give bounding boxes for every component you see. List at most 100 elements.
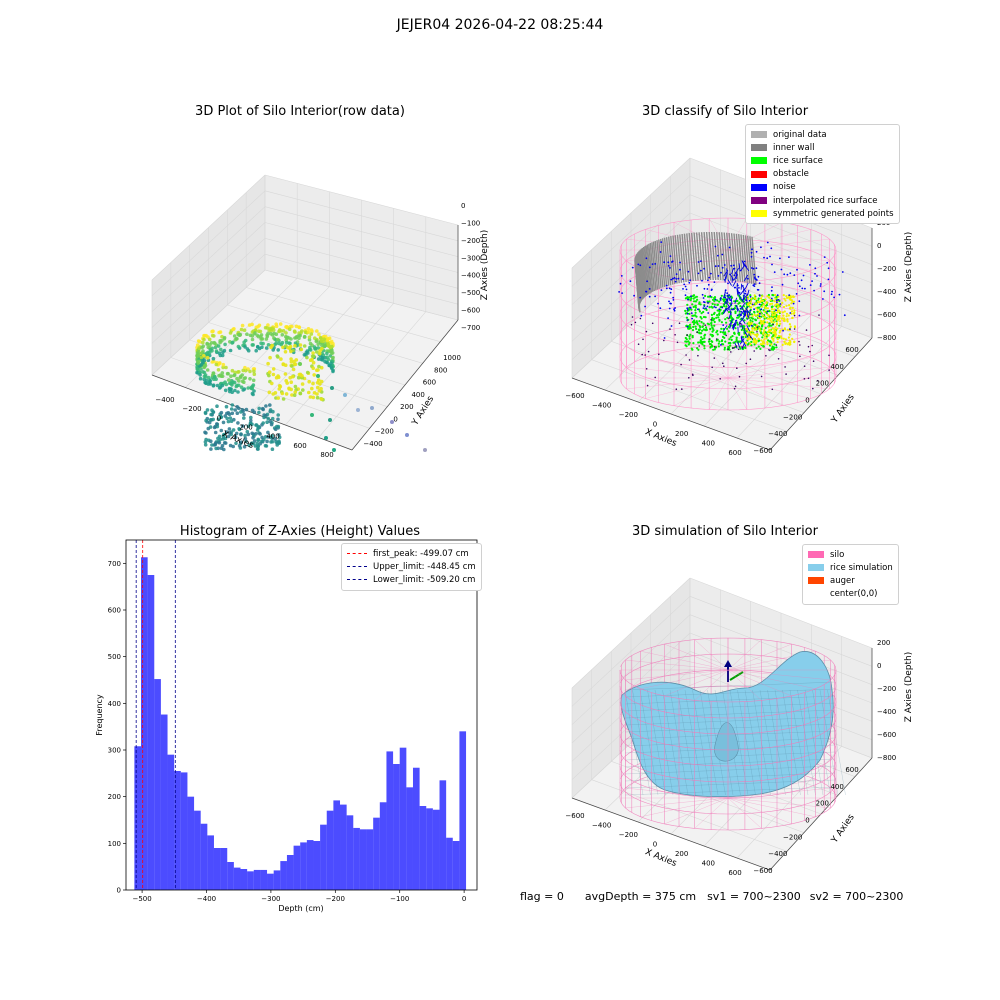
histogram-bar — [333, 800, 341, 890]
status-flag: flag = 0 — [520, 890, 564, 903]
histogram-bar — [300, 842, 307, 890]
x-tick-label: −100 — [390, 895, 409, 903]
histogram-bar — [446, 837, 453, 890]
histogram-reference-lines — [135, 540, 176, 890]
legend-label: noise — [773, 182, 796, 193]
legend-swatch — [808, 590, 824, 598]
legend-entry: center(0,0) — [808, 588, 893, 601]
legend-entry: first_peak: -499.07 cm — [347, 547, 476, 560]
simulation-z-tick-labels: 200 0 −200 −400 −600 −800 — [877, 639, 896, 762]
legend-entry: silo — [808, 548, 893, 561]
legend-line-sample — [347, 579, 367, 581]
histogram-bar — [180, 772, 188, 890]
histogram-bar — [220, 848, 228, 890]
histogram-bar — [141, 557, 148, 890]
histogram-bar — [167, 754, 175, 890]
y-tick-label: 0 — [117, 887, 121, 895]
simulation-y-axis-label: Y Axies — [829, 812, 857, 845]
svg-text:600: 600 — [845, 766, 858, 774]
svg-text:800: 800 — [434, 366, 447, 374]
svg-text:800: 800 — [320, 451, 333, 459]
histogram-bar — [154, 679, 161, 890]
svg-text:0: 0 — [805, 817, 809, 825]
legend-label: interpolated rice surface — [773, 195, 878, 206]
figure-suptitle: JEJER04 2026-04-22 08:25:44 — [396, 17, 604, 33]
svg-text:−200: −200 — [182, 405, 201, 413]
histogram-bar — [326, 810, 334, 890]
svg-text:−200: −200 — [619, 411, 638, 419]
legend-label: rice simulation — [830, 562, 893, 573]
histogram-bar — [393, 764, 400, 890]
classify-x-tick-labels: −600 −400 −200 0 200 400 600 — [565, 392, 741, 457]
svg-text:400: 400 — [702, 440, 715, 448]
histogram-bar — [200, 823, 208, 890]
y-tick-label: 600 — [108, 607, 121, 615]
classify-legend: original data inner wall rice surface obsta… — [745, 124, 900, 225]
x-tick-label: −200 — [326, 895, 345, 903]
svg-text:−600: −600 — [877, 731, 896, 739]
svg-text:0: 0 — [653, 421, 657, 429]
histogram-axes: −500 −400 −300 −200 −100 0 0 100 200 300 400 500 600… — [108, 539, 478, 903]
svg-text:−600: −600 — [565, 812, 584, 820]
svg-text:400: 400 — [266, 433, 279, 441]
svg-text:600: 600 — [728, 449, 741, 457]
classify-x-axis-label: X Axies — [643, 427, 678, 449]
svg-text:−600: −600 — [461, 307, 480, 315]
classify-plot-title: 3D classify of Silo Interior — [641, 104, 809, 119]
legend-entry: Lower_limit: -509.20 cm — [347, 573, 476, 586]
legend-label: original data — [773, 129, 827, 140]
simulation-rice-surface — [620, 651, 846, 798]
svg-text:−200: −200 — [461, 237, 480, 245]
histogram-bar — [419, 806, 427, 890]
legend-swatch — [751, 197, 767, 205]
legend-label: rice surface — [773, 155, 823, 166]
svg-text:200: 200 — [816, 380, 829, 388]
legend-entry: rice surface — [751, 154, 894, 167]
histogram-bar — [267, 873, 274, 890]
status-line: flag = 0 avgDepth = 375 cm sv1 = 700~230… — [520, 890, 903, 903]
svg-text:−100: −100 — [461, 219, 480, 227]
svg-text:−700: −700 — [461, 324, 480, 332]
svg-text:200: 200 — [675, 850, 688, 858]
histogram-bar — [432, 809, 440, 890]
histogram-bar — [207, 835, 214, 890]
histogram-bar — [406, 787, 413, 890]
raw-z-axis-label: Z Axies (Depth) — [480, 230, 490, 301]
histogram-bar — [459, 731, 467, 890]
legend-label: Lower_limit: -509.20 cm — [373, 574, 476, 585]
svg-text:1000: 1000 — [443, 354, 461, 362]
legend-swatch — [751, 183, 767, 191]
svg-text:−200: −200 — [877, 685, 896, 693]
histogram-bar — [379, 802, 387, 890]
svg-text:200: 200 — [400, 403, 413, 411]
classify-points — [618, 231, 846, 391]
legend-swatch — [808, 577, 824, 585]
histogram-legend: first_peak: -499.07 cm Upper_limit: -448.… — [341, 543, 482, 591]
center-marker — [729, 671, 744, 681]
x-tick-label: −400 — [197, 895, 216, 903]
svg-text:−200: −200 — [375, 428, 394, 436]
histogram-bar — [280, 861, 287, 890]
raw-z-tick-labels: 0 −100 −200 −300 −400 −500 −600 −700 — [461, 202, 480, 332]
svg-text:200: 200 — [675, 430, 688, 438]
legend-label: symmetric generated points — [773, 208, 894, 219]
status-sv2: sv2 = 700~2300 — [809, 890, 904, 903]
histogram-bar — [346, 815, 354, 890]
histogram-bar — [412, 767, 420, 890]
simulation-plot-title: 3D simulation of Silo Interior — [632, 524, 818, 539]
legend-label: inner wall — [773, 142, 815, 153]
legend-entry: noise — [751, 181, 894, 194]
x-tick-label: −500 — [132, 895, 151, 903]
histogram-bar — [273, 870, 281, 890]
y-tick-label: 700 — [108, 560, 121, 568]
histogram-bar — [174, 771, 181, 890]
histogram-bar — [320, 824, 327, 890]
status-avg-depth: avgDepth = 375 cm — [584, 890, 697, 903]
svg-text:400: 400 — [411, 391, 424, 399]
svg-text:600: 600 — [845, 346, 858, 354]
histogram-bar — [386, 751, 394, 890]
